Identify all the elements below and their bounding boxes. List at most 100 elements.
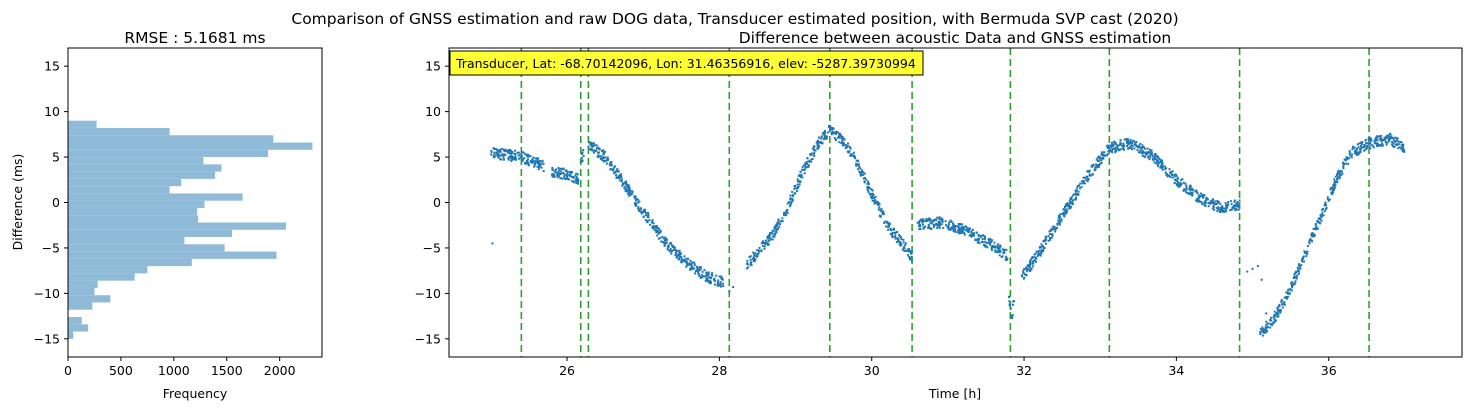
scatter-point <box>1146 147 1149 150</box>
scatter-segment <box>579 148 585 163</box>
scatter-point <box>1097 164 1100 167</box>
scatter-point <box>1387 137 1390 140</box>
scatter-point <box>764 239 767 242</box>
scatter-point <box>1398 146 1401 149</box>
scatter-point <box>661 235 664 238</box>
scatter-point <box>1008 303 1011 306</box>
scatter-point <box>806 160 809 163</box>
scatter-point <box>871 193 874 196</box>
scatter-point <box>1277 305 1280 308</box>
histogram-x-label: Frequency <box>163 386 228 401</box>
scatter-point <box>602 156 605 159</box>
scatter-point <box>1065 203 1068 206</box>
scatter-point <box>1274 315 1277 318</box>
scatter-point <box>1157 157 1160 160</box>
scatter-point <box>1034 252 1037 255</box>
scatter-point <box>1346 158 1349 161</box>
timeseries-x-tick-label: 28 <box>711 363 727 378</box>
scatter-point <box>1289 288 1292 291</box>
scatter-point <box>1153 153 1156 156</box>
histogram-y-tick-label: 5 <box>52 150 60 165</box>
scatter-point <box>1044 239 1047 242</box>
timeseries-x-tick-label: 30 <box>864 363 880 378</box>
histogram-y-tick-label: −10 <box>34 286 60 301</box>
scatter-point <box>1037 253 1040 256</box>
histogram-x-tick-label: 1500 <box>211 363 243 378</box>
scatter-point <box>875 200 878 203</box>
scatter-point <box>920 218 923 221</box>
scatter-point <box>1380 134 1383 137</box>
scatter-point <box>662 237 665 240</box>
scatter-point <box>552 175 555 178</box>
scatter-point <box>640 212 643 215</box>
scatter-point <box>1160 165 1163 168</box>
scatter-point <box>903 249 906 252</box>
scatter-point <box>514 153 517 156</box>
scatter-point <box>871 195 874 198</box>
scatter-point <box>903 247 906 250</box>
histogram-bar <box>68 295 111 303</box>
scatter-point <box>888 222 891 225</box>
scatter-point <box>766 237 769 240</box>
scatter-point <box>757 250 760 253</box>
scatter-point <box>674 254 677 257</box>
scatter-point <box>1316 220 1319 223</box>
scatter-point <box>839 134 842 137</box>
scatter-point <box>960 223 963 226</box>
scatter-point <box>846 150 849 153</box>
scatter-point <box>797 186 800 189</box>
scatter-point <box>1286 295 1289 298</box>
scatter-point <box>1373 142 1376 145</box>
scatter-point <box>1003 252 1006 255</box>
scatter-point <box>1281 303 1284 306</box>
scatter-point <box>1011 314 1014 317</box>
scatter-point <box>820 135 823 138</box>
scatter-point <box>655 227 658 230</box>
scatter-point <box>645 211 648 214</box>
scatter-point <box>644 213 647 216</box>
scatter-point <box>1068 199 1071 202</box>
histogram-y-label: Difference (ms) <box>10 154 25 251</box>
scatter-point <box>1156 165 1159 168</box>
scatter-point <box>1355 147 1358 150</box>
scatter-point <box>523 157 526 160</box>
scatter-point <box>709 280 712 283</box>
scatter-point <box>1082 181 1085 184</box>
scatter-point <box>985 241 988 244</box>
scatter-point <box>497 150 500 153</box>
scatter-point <box>1114 151 1117 154</box>
scatter-point <box>1109 144 1112 147</box>
scatter-point <box>1033 253 1036 256</box>
scatter-point <box>1390 135 1393 138</box>
scatter-point <box>524 153 527 156</box>
scatter-point <box>1320 219 1323 222</box>
scatter-point <box>1029 270 1032 273</box>
scatter-point <box>532 156 535 159</box>
scatter-point <box>613 166 616 169</box>
scatter-point <box>673 248 676 251</box>
scatter-point <box>711 274 714 277</box>
scatter-point <box>887 225 890 228</box>
scatter-point <box>998 245 1001 248</box>
scatter-point <box>834 130 837 133</box>
scatter-point <box>602 149 605 152</box>
scatter-point <box>606 159 609 162</box>
histogram-y-tick-label: 15 <box>44 59 60 74</box>
scatter-point <box>1261 334 1264 337</box>
scatter-point <box>663 242 666 245</box>
scatter-point <box>930 227 933 230</box>
scatter-point <box>663 244 666 247</box>
scatter-point <box>641 211 644 214</box>
scatter-point <box>669 250 672 253</box>
scatter-point <box>507 158 510 161</box>
scatter-point <box>1237 205 1240 208</box>
scatter-point <box>1125 140 1128 143</box>
scatter-point <box>558 172 561 175</box>
scatter-point <box>637 198 640 201</box>
scatter-point <box>1022 270 1025 273</box>
scatter-point <box>1278 303 1281 306</box>
scatter-point <box>687 257 690 260</box>
scatter-point <box>1129 140 1132 143</box>
scatter-point <box>918 227 921 230</box>
